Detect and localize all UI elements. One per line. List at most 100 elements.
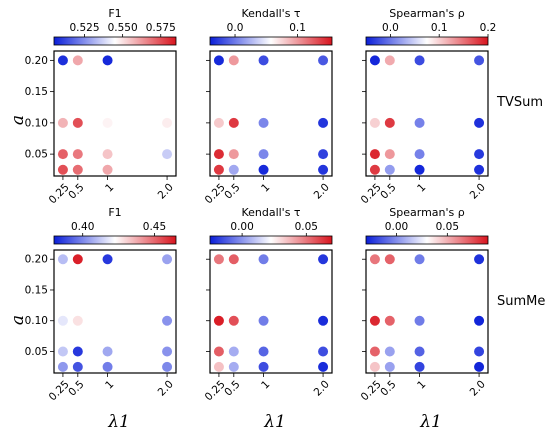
chart-2-tvsum-spearman-s-point [369,149,380,160]
chart-3-summe-f1-y-tick-label: 0.10 [25,315,48,327]
chart-4-summe-kendall-s-point [213,315,224,326]
chart-3-summe-f1-point [57,346,68,357]
chart-0-tvsum-f1-y-tick-label: 0.15 [25,86,48,98]
chart-4-summe-kendall-s-point [228,361,239,372]
chart-1-tvsum-kendall-s-point [228,149,239,160]
chart-1-tvsum-kendall-s-x-tick-label: 1 [259,181,272,194]
chart-2-tvsum-spearman-s-colorbar [365,36,489,46]
chart-0-tvsum-f1-y-tick-label: 0.20 [25,55,48,67]
chart-3-summe-f1-colorbar-tick-label: 0.40 [71,221,94,233]
chart-1-tvsum-kendall-s-x-tick-label: 0.5 [222,181,242,201]
chart-3-summe-f1-point [72,346,83,357]
chart-0-tvsum-f1-y-tick-label: 0.05 [25,149,48,161]
figure-labels: TVSum SumMe a a [8,95,545,325]
chart-4-summe-kendall-s-point [228,254,239,265]
chart-4-summe-kendall-s-point [213,361,224,372]
chart-2-tvsum-spearman-s-x-tick-label: 2.0 [468,181,488,201]
chart-2-tvsum-spearman-s-point [474,117,485,128]
chart-5-summe-spearman-s-plot-frame [365,249,489,374]
chart-2-tvsum-spearman-s-x-tick-label: 0.5 [378,181,398,201]
chart-3-summe-f1-point [72,254,83,265]
chart-4-summe-kendall-s-colorbar-tick-label: 0.05 [295,221,318,233]
chart-5-summe-spearman-s-x-tick-label: 1 [415,378,428,391]
chart-1-tvsum-kendall-s-point [258,149,269,160]
chart-0-tvsum-f1-point [57,55,68,66]
chart-5-summe-spearman-s-colorbar-tick-label: 0.05 [436,221,459,233]
chart-5-summe-spearman-s-x-tick-label: 2.0 [468,378,488,398]
chart-1-tvsum-kendall-s-point [318,164,329,175]
chart-1-tvsum-kendall-s-plot-frame [209,50,333,177]
chart-0-tvsum-f1-colorbar-tick-label: 0.550 [108,22,138,34]
chart-2-tvsum-spearman-s-point [414,117,425,128]
chart-4-summe-kendall-s-point [318,315,329,326]
chart-0-tvsum-f1-point [72,149,83,160]
chart-2-tvsum-spearman-s-plot-frame [365,50,489,177]
chart-5-summe-spearman-s-x-axis-label: λ1 [419,412,442,432]
chart-4-summe-kendall-s-x-tick-label: 2.0 [312,378,332,398]
chart-0-tvsum-f1-point [162,117,173,128]
chart-5-summe-spearman-s-point [369,254,380,265]
chart-2-tvsum-spearman-s-point [474,164,485,175]
chart-4-summe-kendall-s-point [213,254,224,265]
chart-3-summe-f1-point [102,361,113,372]
chart-3-summe-f1-colorbar-tick-label: 0.45 [143,221,166,233]
chart-5-summe-spearman-s-point [414,361,425,372]
chart-0-tvsum-f1-x-tick-label: 1 [103,181,116,194]
chart-1-tvsum-kendall-s-point [258,117,269,128]
chart-5-summe-spearman-s-point [384,361,395,372]
chart-1-tvsum-kendall-s-point [213,164,224,175]
chart-3-summe-f1-point [57,361,68,372]
chart-3-summe-f1-point [102,254,113,265]
chart-2-tvsum-spearman-s-colorbar-tick-label: 0.2 [480,22,497,34]
chart-2-tvsum-spearman-s-colorbar-tick-label: 0.1 [431,22,448,34]
chart-2-tvsum-spearman-s-colorbar-tick-label: 0.0 [382,22,399,34]
chart-4-summe-kendall-s-point [258,361,269,372]
chart-1-tvsum-kendall-s-colorbar [209,36,333,46]
chart-4-summe-kendall-s-point [213,346,224,357]
y-axis-label-top: a [8,115,28,125]
chart-2-tvsum-spearman-s-point [384,117,395,128]
chart-4-summe-kendall-s-point [318,254,329,265]
chart-0-tvsum-f1-point [102,164,113,175]
chart-1-tvsum-kendall-s-point [213,117,224,128]
chart-1-tvsum-kendall-s-colorbar-title: Kendall's τ [241,7,300,20]
chart-4-summe-kendall-s-x-tick-label: 0.5 [222,378,242,398]
chart-3-summe-f1-point [57,254,68,265]
chart-4-summe-kendall-s-colorbar [209,235,333,245]
chart-1-tvsum-kendall-s-point [213,55,224,66]
chart-0-tvsum-f1-colorbar [53,36,177,46]
row-label-tvsum: TVSum [496,95,543,110]
chart-1-tvsum-kendall-s-point [258,55,269,66]
chart-0-tvsum-f1-x-tick-label: 2.0 [156,181,176,201]
chart-2-tvsum-spearman-s-point [384,164,395,175]
chart-0-tvsum-f1-point [102,117,113,128]
chart-0-tvsum-f1-colorbar-title: F1 [108,7,121,20]
chart-3-summe-f1-colorbar-title: F1 [108,206,121,219]
chart-3-summe-f1-x-tick-label: 2.0 [156,378,176,398]
chart-4-summe-kendall-s-x-axis-label: λ1 [263,412,286,432]
chart-5-summe-spearman-s-point [384,346,395,357]
chart-4-summe-kendall-s-point [258,254,269,265]
chart-2-tvsum-spearman-s-points [369,55,485,175]
chart-1-tvsum-kendall-s-x-tick-label: 2.0 [312,181,332,201]
chart-3-summe-f1-point [72,361,83,372]
chart-1-tvsum-kendall-s-point [318,149,329,160]
chart-5-summe-spearman-s-point [384,254,395,265]
chart-1-tvsum-kendall-s-point [228,164,239,175]
chart-3-summe-f1-point [162,346,173,357]
chart-1-tvsum-kendall-s-point [228,55,239,66]
chart-4-summe-kendall-s-point [318,361,329,372]
chart-3-summe-f1-point [102,346,113,357]
chart-4-summe-kendall-s-point [228,346,239,357]
chart-5-summe-spearman-s-point [369,315,380,326]
chart-3-summe-f1-y-tick-label: 0.15 [25,284,48,296]
chart-0-tvsum-f1-plot-frame [53,50,177,177]
chart-5-summe-spearman-s-x-tick-label: 0.5 [378,378,398,398]
chart-4-summe-kendall-s-colorbar-title: Kendall's τ [241,206,300,219]
chart-1-tvsum-kendall-s-colorbar-tick-label: 0.1 [289,22,306,34]
chart-3-summe-f1-points [57,254,173,372]
